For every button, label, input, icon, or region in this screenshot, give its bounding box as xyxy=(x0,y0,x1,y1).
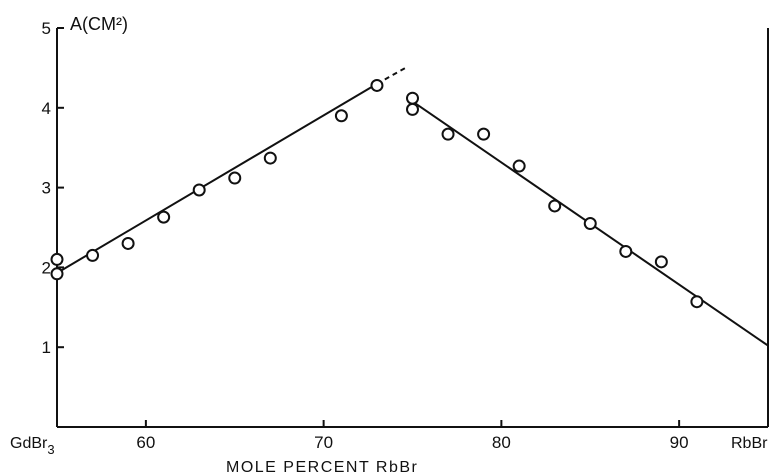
x-tick-label: 60 xyxy=(136,433,155,452)
x-start-label-main: GdBr xyxy=(10,435,48,452)
x-tick-label: 70 xyxy=(314,433,333,452)
data-point xyxy=(406,102,419,116)
data-point xyxy=(157,210,171,224)
y-tick-label: 2 xyxy=(42,258,51,277)
data-point xyxy=(121,236,135,250)
data-points xyxy=(50,78,704,309)
ticks: 1 2 3 4 5 60 70 80 90 xyxy=(42,19,689,452)
data-point xyxy=(512,159,526,173)
labels: A(CM²) GdBr3 RbBr MOLE PERCENT RbBr xyxy=(10,14,768,476)
data-point xyxy=(406,91,419,105)
x-end-label: RbBr xyxy=(731,435,768,452)
data-point xyxy=(86,248,100,262)
data-point xyxy=(50,252,64,266)
x-axis-title: MOLE PERCENT RbBr xyxy=(226,459,418,476)
x-tick-label: 80 xyxy=(492,433,511,452)
data-point xyxy=(690,295,704,309)
x-tick-label: 90 xyxy=(670,433,689,452)
x-start-label: GdBr3 xyxy=(10,435,55,457)
data-point xyxy=(548,199,562,213)
data-point xyxy=(50,267,64,281)
data-point xyxy=(370,78,384,92)
y-tick-label: 5 xyxy=(42,19,51,38)
data-point xyxy=(619,244,633,258)
y-tick-label: 3 xyxy=(42,179,51,198)
data-point xyxy=(583,217,597,231)
x-start-label-sub: 3 xyxy=(47,442,54,457)
y-tick-label: 4 xyxy=(42,99,51,118)
axes xyxy=(56,28,769,428)
y-axis-title: A(CM²) xyxy=(70,14,128,34)
fit-line-solid xyxy=(56,82,378,274)
data-point xyxy=(192,183,206,197)
data-point xyxy=(263,151,277,165)
fit-line-dashed xyxy=(376,67,406,85)
data-point xyxy=(334,109,348,123)
data-point xyxy=(654,255,668,269)
data-point xyxy=(477,127,491,141)
data-point xyxy=(228,171,242,185)
y-tick-label: 1 xyxy=(42,338,51,357)
data-point xyxy=(441,127,455,141)
